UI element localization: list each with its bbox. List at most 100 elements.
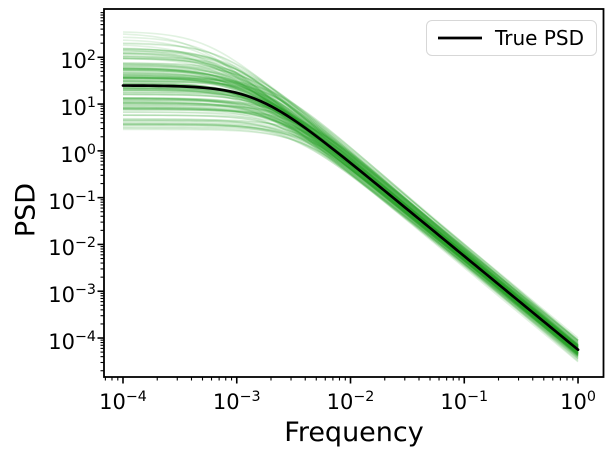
ensemble-psd-line [122, 91, 579, 352]
ensemble-psd-line [122, 97, 579, 354]
ensemble-psd-line [123, 125, 579, 357]
ensemble-psd-line [122, 104, 579, 351]
ensemble-psd-line [122, 50, 579, 348]
ensemble-psd-line [122, 87, 579, 354]
ensemble-psd-line [123, 108, 579, 348]
ensemble-psd-line [122, 99, 579, 347]
ensemble-psd-line [122, 56, 579, 344]
ensemble-psd-line [123, 128, 579, 354]
ensemble-psd-line [122, 82, 579, 359]
ensemble-psd-line [122, 102, 579, 351]
y-tick-label: 10−2 [48, 235, 96, 261]
ensemble-psd-line [122, 89, 579, 351]
ensemble-psd-line [122, 57, 579, 347]
ensemble-psd-line [122, 71, 579, 349]
ensemble-psd-line [122, 57, 579, 354]
y-tick-label: 10−4 [48, 329, 96, 355]
ensemble-psd-line [122, 49, 579, 352]
ensemble-psd-line [122, 97, 579, 358]
ensemble-psd-line [122, 77, 579, 355]
ensemble-psd-line [122, 76, 579, 355]
ensemble-psd-line [122, 99, 579, 343]
ensemble-psd-line [122, 120, 579, 356]
ensemble-psd-line [122, 56, 579, 341]
ensemble-psd-line [122, 65, 579, 343]
y-tick-label: 102 [60, 48, 96, 74]
ensemble-psd-line [122, 98, 579, 348]
ensemble-psd-line [122, 57, 579, 348]
legend-line-swatch [438, 36, 482, 40]
ensemble-psd-line [122, 126, 579, 348]
x-axis-label: Frequency [284, 417, 424, 448]
ensemble-psd-line [122, 63, 579, 358]
ensemble-psd-line [122, 102, 579, 346]
y-tick-label: 100 [60, 141, 96, 167]
ensemble-psd-line [122, 108, 579, 348]
ensemble-psd-line [122, 89, 579, 355]
ensemble-psd-line [122, 124, 579, 358]
ensemble-psd-line [122, 101, 579, 355]
ensemble-psd-line [122, 122, 579, 360]
ensemble-psd-line [122, 108, 579, 358]
y-tick-label: 101 [60, 95, 96, 121]
ensemble-psd-line [122, 52, 579, 348]
ensemble-psd-line [122, 75, 579, 354]
ensemble-psd-line [122, 85, 579, 351]
ensemble-psd-line [122, 114, 579, 352]
ensemble-psd-line [122, 52, 579, 347]
ensemble-psd-line [122, 89, 579, 362]
ensemble-psd-line [122, 74, 579, 347]
legend-label: True PSD [495, 26, 584, 50]
ensemble-psd-line [122, 77, 579, 346]
ensemble-psd-line [122, 36, 579, 348]
ensemble-psd-line [122, 106, 579, 353]
ensemble-psd-line [122, 98, 579, 348]
ensemble-psd-line [123, 127, 579, 353]
ensemble-psd-line [122, 107, 579, 349]
ensemble-psd-line [122, 102, 579, 356]
ensemble-psd-line [122, 93, 579, 356]
axes-spines [103, 8, 605, 378]
ensemble-psd-line [122, 107, 579, 351]
ensemble-psd-line [122, 76, 579, 348]
ensemble-psd-line [122, 79, 579, 343]
ensemble-psd-line [122, 106, 579, 356]
ensemble-psd-line [122, 102, 579, 354]
ensemble-psd-line [122, 66, 579, 363]
ensemble-lines-group [122, 31, 579, 363]
ensemble-psd-line [122, 77, 579, 346]
x-tick-label: 10−2 [326, 389, 375, 414]
ensemble-psd-line [122, 65, 579, 349]
ensemble-psd-line [122, 123, 579, 351]
ensemble-psd-line [122, 100, 579, 344]
ensemble-psd-line [122, 80, 579, 342]
ensemble-psd-line [122, 93, 579, 349]
ensemble-psd-line [122, 67, 579, 354]
ensemble-psd-line [122, 76, 579, 345]
ensemble-psd-line [122, 81, 579, 351]
ensemble-psd-line [122, 66, 579, 348]
ensemble-psd-line [122, 76, 579, 346]
ensemble-psd-line [122, 48, 579, 343]
ensemble-psd-line [122, 101, 579, 357]
ensemble-psd-line [122, 31, 579, 349]
ensemble-psd-line [122, 74, 579, 348]
ensemble-psd-line [122, 42, 579, 347]
x-tick-label: 10−1 [440, 389, 489, 414]
ensemble-psd-line [122, 111, 579, 361]
ensemble-psd-line [122, 97, 579, 357]
ensemble-psd-line [122, 92, 579, 349]
ensemble-psd-line [122, 87, 579, 351]
ensemble-psd-line [122, 117, 579, 355]
y-tick-label: 10−1 [48, 188, 96, 214]
ensemble-psd-line [123, 114, 579, 348]
ensemble-psd-line [122, 93, 579, 348]
ensemble-psd-line [122, 69, 579, 348]
ensemble-psd-line [122, 80, 579, 347]
ensemble-psd-line [122, 57, 579, 347]
ensemble-psd-line [122, 97, 579, 354]
ensemble-psd-line [123, 119, 579, 353]
ensemble-psd-line [122, 107, 579, 354]
ensemble-psd-line [122, 89, 579, 354]
